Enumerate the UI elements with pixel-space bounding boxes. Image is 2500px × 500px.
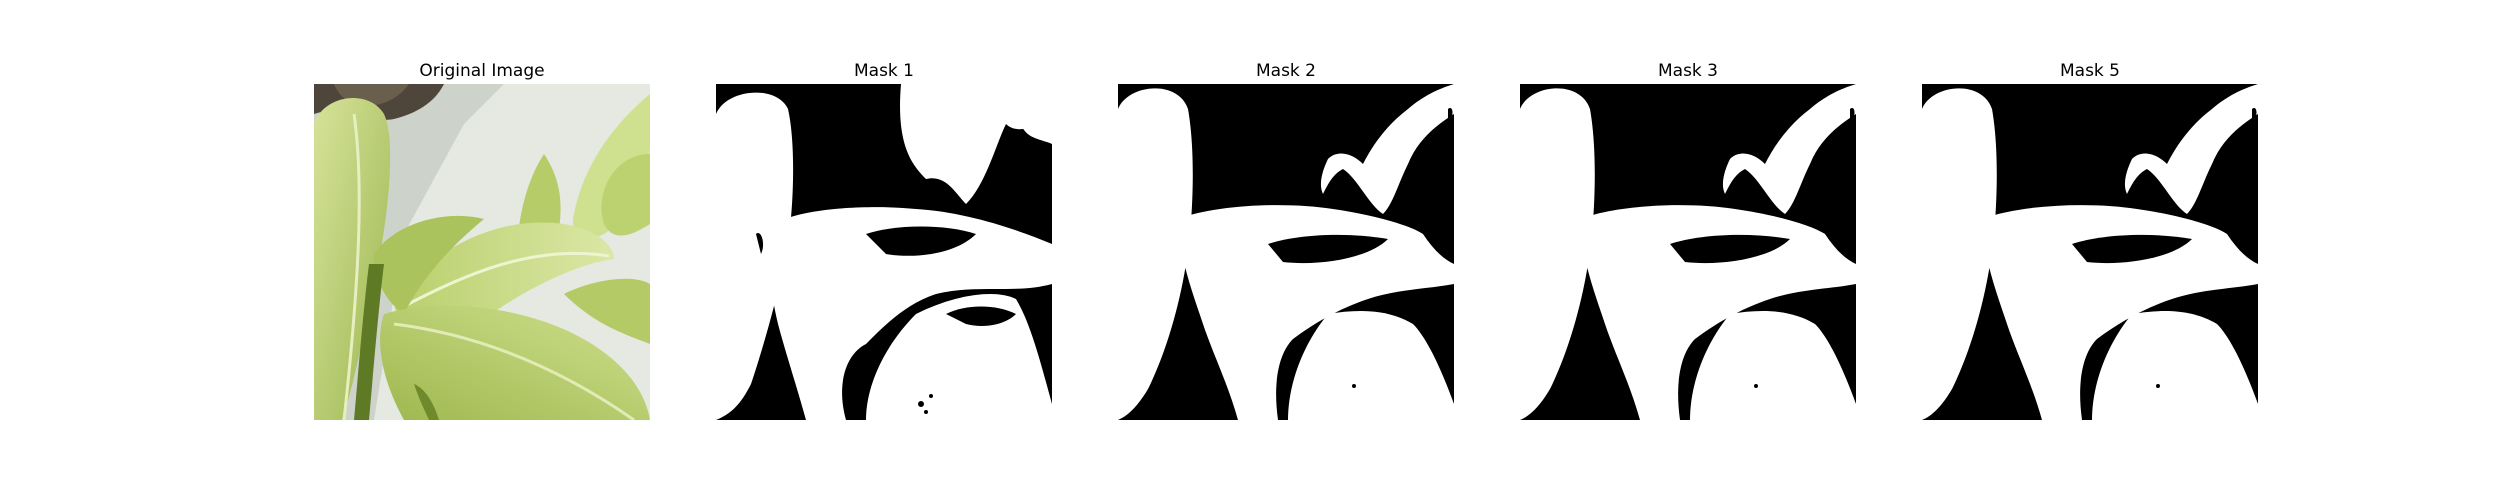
panel-title: Mask 2 (1255, 61, 1316, 81)
mask-2-image (1118, 84, 1454, 420)
mask-3-panel: Mask 3 (1520, 60, 1856, 440)
mask-2-panel: Mask 2 (1118, 60, 1454, 440)
original-image-panel: Original Image (314, 60, 650, 440)
panel-title: Original Image (419, 61, 545, 81)
mask-1-panel: Mask 1 (716, 60, 1052, 440)
mask-5-panel: Mask 5 (1922, 60, 2258, 440)
original-image (314, 84, 650, 420)
mask-3-image (1520, 84, 1856, 420)
panel-title: Mask 1 (853, 61, 914, 81)
mask-5-image (1922, 84, 2258, 420)
panel-title: Mask 3 (1657, 61, 1718, 81)
panel-title: Mask 5 (2059, 61, 2120, 81)
mask-1-image (716, 84, 1052, 420)
